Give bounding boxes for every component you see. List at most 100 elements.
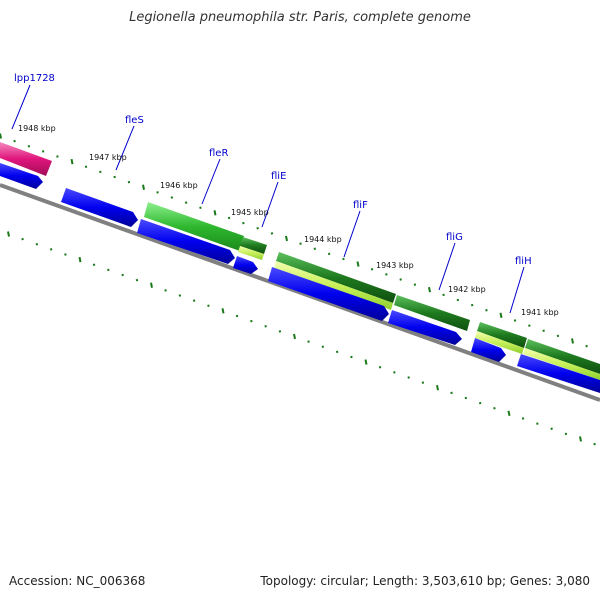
gene-bar-flif[interactable] (276, 252, 396, 303)
genome-backbone (0, 183, 600, 402)
gene-bar-flie[interactable] (240, 237, 267, 254)
tick-mark (585, 344, 588, 348)
tick-mark (164, 289, 167, 292)
tick-mark (121, 273, 124, 277)
tick-mark (221, 308, 225, 314)
accession-text: Accession: NC_006368 (9, 574, 146, 588)
tick-mark (264, 324, 267, 328)
gene-label-flig[interactable]: fliG (446, 232, 463, 243)
tick-mark (242, 221, 245, 225)
feature-track-top (0, 142, 600, 380)
tick-mark (41, 150, 45, 153)
tick-mark (407, 376, 410, 379)
tick-mark (528, 324, 531, 327)
gene-labels: lpp1728 fleS fleR fliE fliF fliG fliH (14, 73, 532, 267)
tick-mark (142, 184, 145, 190)
tick-mark (127, 180, 131, 184)
gene-label-flie[interactable]: fliE (271, 171, 286, 182)
gene-bar-flif-lime (274, 261, 393, 310)
tick-mark (413, 283, 417, 286)
tick-mark (307, 340, 310, 343)
tick-mark (385, 273, 388, 276)
tick-mark (370, 267, 374, 271)
tick-mark (156, 191, 159, 194)
tick-mark (478, 401, 482, 405)
cds-arrow[interactable] (517, 354, 600, 393)
gene-label-flif[interactable]: fliF (353, 200, 368, 211)
tick-mark (178, 294, 182, 297)
cds-arrow[interactable] (61, 188, 138, 227)
gene-label-flih[interactable]: fliH (515, 256, 532, 267)
tick-mark (579, 436, 582, 442)
gene-label-lpp1728[interactable]: lpp1728 (14, 73, 55, 84)
kbp-label: 1941 kbp (521, 308, 559, 317)
tick-mark (285, 235, 288, 242)
cds-arrow[interactable] (0, 163, 43, 189)
tick-mark (299, 242, 302, 245)
gene-label-fles[interactable]: fleS (125, 115, 144, 126)
kbp-label: 1942 kbp (448, 285, 486, 294)
tick-mark (256, 226, 259, 230)
gene-bar-next-lime (523, 348, 600, 380)
tick-mark (135, 278, 139, 282)
tick-mark (499, 312, 503, 319)
cds-arrow[interactable] (388, 310, 462, 345)
tick-mark (342, 257, 345, 261)
gene-bar-lpp1728[interactable] (0, 142, 52, 176)
tick-mark (513, 319, 517, 322)
tick-mark (442, 293, 445, 297)
tick-mark (485, 308, 488, 312)
cds-arrow[interactable] (233, 256, 258, 274)
outer-ticks (0, 133, 588, 348)
tick-mark (378, 365, 382, 369)
tick-mark (107, 268, 110, 272)
tick-mark (92, 263, 96, 266)
tick-mark (464, 396, 468, 400)
tick-mark (456, 298, 460, 302)
tick-mark (321, 345, 325, 348)
tick-mark (536, 422, 539, 425)
tick-mark (507, 410, 511, 417)
gene-leader-lines (11, 84, 525, 314)
tick-mark (564, 432, 568, 436)
gene-bar-flie-lime (238, 246, 264, 260)
tick-mark (470, 303, 474, 307)
tick-mark (364, 359, 368, 365)
tick-mark (0, 133, 2, 139)
cds-track (0, 163, 600, 393)
tick-mark (49, 248, 53, 251)
tick-mark (542, 329, 545, 332)
kbp-labels: 1948 kbp 1947 kbp 1946 kbp 1945 kbp 1944… (18, 124, 559, 317)
cds-arrow[interactable] (471, 338, 506, 362)
tick-mark (421, 381, 425, 384)
tick-mark (213, 210, 217, 216)
tick-mark (556, 334, 560, 338)
tick-mark (35, 243, 39, 246)
tick-mark (313, 247, 317, 250)
cds-arrow[interactable] (268, 267, 389, 321)
kbp-label: 1948 kbp (18, 124, 56, 133)
tick-mark (184, 201, 188, 204)
tick-mark (450, 391, 453, 395)
tick-mark (170, 196, 174, 199)
gene-label-fler[interactable]: fleR (209, 148, 228, 159)
tick-mark (550, 427, 553, 430)
tick-mark (70, 158, 74, 165)
tick-mark (56, 155, 59, 158)
gene-bar-flih[interactable] (477, 322, 527, 348)
tick-mark (293, 333, 296, 340)
gene-bar-next[interactable] (525, 339, 600, 374)
tick-mark (356, 261, 360, 267)
gene-bar-flig[interactable] (394, 295, 470, 331)
gene-bar-flih-lime (475, 331, 524, 354)
tick-mark (84, 165, 88, 168)
kbp-label: 1944 kbp (304, 235, 342, 244)
gene-bar-fler[interactable] (144, 202, 244, 251)
kbp-label: 1943 kbp (376, 261, 414, 270)
cds-arrow[interactable] (137, 219, 235, 264)
tick-mark (335, 350, 339, 354)
topology-text: Topology: circular; Length: 3,503,610 bp… (260, 574, 590, 588)
tick-mark (113, 175, 116, 179)
tick-mark (235, 314, 239, 318)
tick-mark (593, 442, 596, 446)
